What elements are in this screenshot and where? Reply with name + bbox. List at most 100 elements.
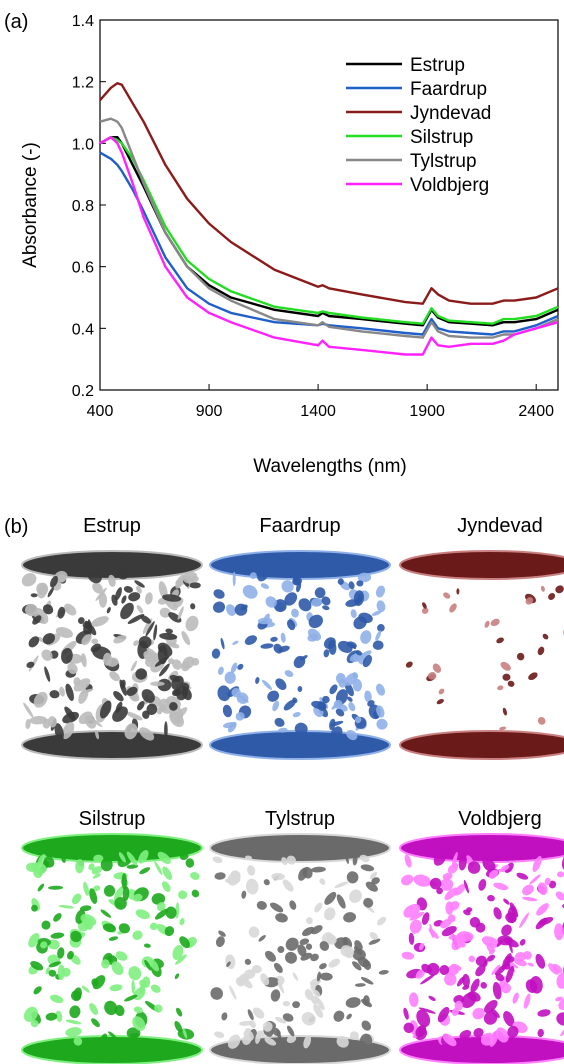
pore-speck bbox=[305, 943, 313, 950]
pore-speck bbox=[139, 979, 148, 988]
pore-speck bbox=[108, 574, 116, 587]
pore-speck bbox=[500, 661, 511, 671]
pore-speck bbox=[247, 865, 256, 876]
pore-speck bbox=[489, 1030, 499, 1047]
pore-speck bbox=[125, 711, 143, 721]
pore-speck bbox=[310, 866, 326, 873]
pore-speck bbox=[164, 721, 168, 739]
pore-speck bbox=[409, 919, 422, 934]
pore-speck bbox=[265, 596, 277, 608]
pore-speck bbox=[140, 615, 151, 624]
x-axis-label: Wavelengths (nm) bbox=[253, 456, 406, 477]
pore-speck bbox=[174, 1020, 183, 1033]
pore-speck bbox=[66, 950, 74, 960]
pore-speck bbox=[65, 1019, 82, 1025]
pore-speck bbox=[346, 871, 359, 884]
pore-speck bbox=[23, 1006, 38, 1023]
pore-speck bbox=[217, 685, 231, 702]
pore-speck bbox=[308, 614, 323, 629]
pore-speck bbox=[278, 727, 288, 733]
pore-speck bbox=[256, 900, 267, 910]
pore-speck bbox=[215, 936, 225, 947]
panel-label: (a) bbox=[4, 11, 28, 33]
pore-speck bbox=[302, 866, 313, 879]
pore-speck bbox=[104, 1000, 118, 1016]
pore-speck bbox=[150, 681, 165, 687]
pore-speck bbox=[106, 607, 111, 614]
series-line bbox=[99, 135, 559, 325]
pore-speck bbox=[519, 938, 526, 946]
pore-speck bbox=[319, 972, 333, 981]
pore-speck bbox=[401, 951, 415, 960]
pore-speck bbox=[403, 1022, 415, 1034]
pore-speck bbox=[32, 615, 42, 625]
legend-label: Jyndevad bbox=[410, 103, 491, 124]
y-tick-label: 0.2 bbox=[72, 383, 94, 400]
pore-speck bbox=[376, 683, 385, 696]
pore-speck bbox=[413, 874, 431, 887]
pore-speck bbox=[282, 879, 294, 892]
pore-speck bbox=[179, 936, 190, 949]
pore-speck bbox=[122, 886, 130, 901]
pore-speck bbox=[270, 636, 278, 642]
y-tick-label: 1.0 bbox=[72, 136, 94, 153]
pore-speck bbox=[375, 585, 386, 598]
pore-speck bbox=[335, 708, 345, 717]
pore-speck bbox=[234, 603, 248, 616]
pore-speck bbox=[255, 677, 260, 684]
legend-label: Voldbjerg bbox=[410, 175, 489, 196]
cylinder-bottom bbox=[209, 730, 391, 760]
pore-speck bbox=[114, 886, 125, 901]
pore-speck bbox=[441, 925, 457, 937]
pore-speck bbox=[377, 624, 385, 632]
pore-speck bbox=[81, 634, 92, 646]
pore-speck bbox=[99, 1033, 108, 1047]
pore-speck bbox=[175, 707, 188, 720]
pore-speck bbox=[454, 883, 466, 896]
pore-speck bbox=[405, 661, 413, 668]
cylinder-top bbox=[399, 550, 564, 580]
pore-speck bbox=[139, 727, 155, 741]
pore-speck bbox=[73, 1036, 83, 1046]
pore-speck bbox=[30, 1019, 39, 1028]
pore-speck bbox=[311, 700, 327, 710]
pore-speck bbox=[126, 686, 138, 696]
pore-speck bbox=[365, 881, 378, 892]
pore-speck bbox=[260, 583, 270, 589]
pore-speck bbox=[336, 1035, 349, 1048]
pore-speck bbox=[47, 716, 57, 728]
pore-speck bbox=[265, 950, 276, 962]
pore-speck bbox=[359, 1033, 373, 1049]
pore-speck bbox=[314, 587, 326, 599]
pore-speck bbox=[302, 926, 315, 937]
pore-speck bbox=[359, 854, 370, 863]
pore-speck bbox=[169, 642, 180, 649]
pore-speck bbox=[180, 661, 191, 672]
pore-speck bbox=[507, 937, 513, 954]
pore-speck bbox=[132, 930, 143, 940]
pore-speck bbox=[133, 1006, 143, 1014]
pore-speck bbox=[255, 1031, 262, 1044]
pore-speck bbox=[100, 858, 113, 872]
pore-speck bbox=[512, 992, 519, 1004]
pore-speck bbox=[463, 879, 469, 894]
y-tick-label: 1.4 bbox=[72, 13, 94, 30]
pore-speck bbox=[503, 961, 511, 970]
pore-speck bbox=[129, 1032, 140, 1038]
pore-speck bbox=[419, 943, 425, 951]
pore-speck bbox=[230, 662, 238, 674]
y-axis-label: Absorbance (-) bbox=[20, 142, 41, 268]
pore-speck bbox=[171, 675, 184, 690]
pore-speck bbox=[102, 652, 113, 666]
pore-speck bbox=[344, 672, 358, 686]
pore-speck bbox=[429, 877, 442, 890]
pore-speck bbox=[154, 861, 163, 875]
pore-speck bbox=[217, 666, 224, 675]
pore-speck bbox=[258, 935, 266, 942]
pore-speck bbox=[173, 689, 182, 696]
pore-speck bbox=[484, 999, 498, 1014]
pore-speck bbox=[82, 621, 91, 629]
pore-speck bbox=[57, 606, 66, 619]
pore-speck bbox=[50, 932, 65, 939]
pore-speck bbox=[73, 987, 82, 1001]
